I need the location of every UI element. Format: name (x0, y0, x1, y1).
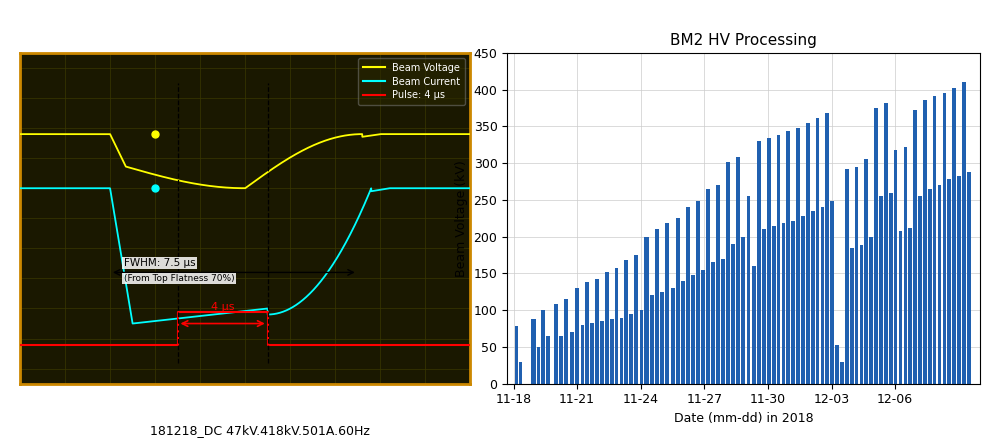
Bar (650, 295, 654, 384)
Bar (879, 195, 883, 384)
Bar (928, 189, 932, 384)
Bar (726, 162, 730, 384)
Bar (860, 246, 863, 384)
Bar (952, 88, 956, 384)
Bar (620, 318, 623, 384)
Bar (600, 321, 604, 384)
Bar (821, 207, 824, 384)
Bar (845, 169, 849, 384)
Bar (686, 207, 690, 384)
Bar (706, 189, 710, 384)
Bar (671, 288, 675, 384)
Bar (747, 196, 750, 384)
Bar (825, 113, 829, 384)
Bar (806, 123, 810, 384)
Bar (889, 193, 893, 384)
Bar (559, 336, 563, 384)
Bar (752, 266, 756, 384)
Bar (791, 220, 795, 384)
Bar (634, 255, 638, 384)
Bar (595, 279, 599, 384)
Bar (918, 196, 922, 384)
Bar (884, 103, 888, 384)
Bar (537, 347, 540, 384)
Bar (605, 272, 609, 384)
Bar (777, 135, 780, 384)
Bar (711, 262, 715, 384)
Bar (855, 167, 858, 384)
Bar (830, 202, 834, 384)
Y-axis label: Beam Voltage (kV): Beam Voltage (kV) (455, 160, 468, 277)
Text: (From Top Flatness 70%): (From Top Flatness 70%) (124, 274, 234, 283)
Bar (554, 304, 558, 384)
Bar (519, 362, 522, 384)
Bar (869, 237, 873, 384)
Bar (943, 93, 946, 384)
Bar (864, 159, 868, 384)
Bar (629, 314, 633, 384)
Bar (581, 325, 584, 384)
Bar (660, 292, 664, 384)
Bar (947, 179, 951, 384)
Bar (731, 244, 735, 384)
Text: 4 μs: 4 μs (211, 302, 234, 311)
Bar (899, 231, 902, 384)
Bar (904, 147, 907, 384)
Bar (962, 82, 966, 384)
Bar (913, 110, 917, 384)
Bar (811, 211, 815, 384)
Bar (967, 172, 971, 384)
Bar (957, 176, 961, 384)
Bar (894, 150, 897, 384)
Bar (681, 281, 685, 384)
Bar (796, 128, 800, 384)
Bar (701, 270, 705, 384)
Bar (615, 268, 618, 384)
Bar (933, 96, 936, 384)
Text: FWHM: 7.5 μs: FWHM: 7.5 μs (124, 258, 195, 268)
Bar (786, 131, 790, 384)
Bar (716, 185, 720, 384)
Text: 181218_DC 47kV.418kV.501A.60Hz: 181218_DC 47kV.418kV.501A.60Hz (150, 424, 370, 437)
Bar (721, 259, 725, 384)
Bar (564, 299, 568, 384)
Bar (767, 138, 771, 384)
Bar (772, 226, 776, 384)
Bar (531, 319, 536, 384)
Bar (741, 237, 745, 384)
Bar (575, 288, 579, 384)
X-axis label: Date (mm-dd) in 2018: Date (mm-dd) in 2018 (674, 412, 813, 425)
Bar (782, 224, 785, 384)
Bar (696, 202, 700, 384)
Bar (624, 260, 628, 384)
Bar (938, 185, 941, 384)
Legend: Beam Voltage, Beam Current, Pulse: 4 μs: Beam Voltage, Beam Current, Pulse: 4 μs (358, 58, 465, 105)
Bar (908, 228, 912, 384)
Bar (874, 108, 878, 384)
Bar (840, 362, 844, 384)
Bar (816, 118, 819, 384)
Bar (644, 237, 649, 384)
Title: BM2 HV Processing: BM2 HV Processing (670, 33, 817, 48)
Bar (923, 100, 927, 384)
Bar (665, 224, 669, 384)
Bar (541, 310, 545, 384)
Bar (736, 157, 740, 384)
Bar (590, 323, 594, 384)
Bar (546, 336, 550, 384)
Bar (801, 216, 805, 384)
Bar (676, 218, 680, 384)
Bar (585, 282, 589, 384)
Bar (762, 229, 766, 384)
Bar (850, 248, 854, 384)
Bar (835, 345, 839, 384)
Bar (757, 141, 761, 384)
Bar (570, 332, 574, 384)
Bar (515, 326, 518, 384)
Bar (691, 275, 695, 384)
Bar (640, 310, 643, 384)
Bar (610, 319, 614, 384)
Bar (655, 229, 659, 384)
